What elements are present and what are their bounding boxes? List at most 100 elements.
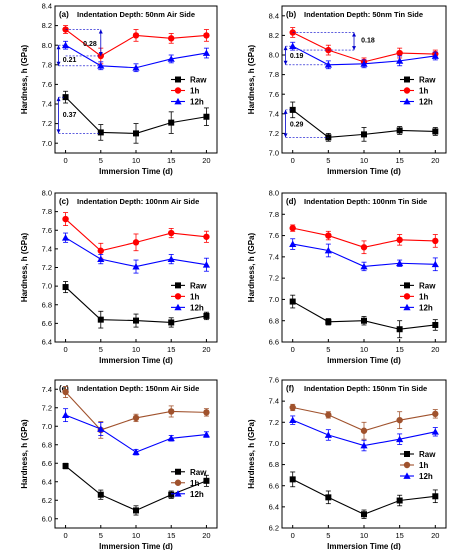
data-point xyxy=(432,128,439,135)
data-point xyxy=(361,317,367,324)
x-tick-label: 0 xyxy=(291,156,295,165)
data-point xyxy=(168,491,175,498)
data-point xyxy=(431,428,439,435)
x-tick-label: 10 xyxy=(132,531,140,540)
data-point xyxy=(289,224,296,232)
y-tick-label: 7.8 xyxy=(269,210,279,219)
data-point xyxy=(61,234,70,241)
y-tick-label: 7.0 xyxy=(42,139,52,148)
data-point xyxy=(203,477,210,484)
y-tick-label: 7.6 xyxy=(42,80,52,89)
x-axis-label: Immersion Time (d) xyxy=(99,356,173,365)
panel-title: Indentation Depth: 50nm Air Side xyxy=(77,10,195,19)
y-tick-label: 6.2 xyxy=(42,496,52,505)
annotation-arrow xyxy=(56,97,61,102)
legend: Raw 1h 12h xyxy=(171,468,207,499)
legend-entry: 12h xyxy=(419,303,433,312)
annotation-arrow xyxy=(98,51,103,56)
legend-marker xyxy=(174,87,182,94)
legend-entry: 1h xyxy=(190,479,199,488)
x-tick-label: 15 xyxy=(167,345,175,354)
annotation-label: 0.19 xyxy=(290,53,304,60)
x-tick-label: 10 xyxy=(360,345,368,354)
data-point xyxy=(432,321,439,328)
data-point xyxy=(62,463,69,470)
data-point xyxy=(202,49,211,56)
x-axis-label: Immersion Time (d) xyxy=(327,542,401,550)
y-tick-label: 6.2 xyxy=(269,524,279,533)
series-1h xyxy=(62,386,210,439)
panel-label: (f) xyxy=(286,384,294,393)
data-point xyxy=(97,247,104,254)
annotation-label: 0.37 xyxy=(63,112,77,119)
y-tick-label: 7.4 xyxy=(269,397,279,406)
legend-marker xyxy=(403,472,411,479)
data-point xyxy=(203,409,210,416)
y-tick-label: 6.0 xyxy=(42,514,52,523)
data-point xyxy=(133,507,139,514)
data-point xyxy=(289,42,297,50)
data-point xyxy=(62,215,69,223)
series-line xyxy=(292,478,436,515)
y-axis-label: Hardness, h (GPa) xyxy=(247,419,256,489)
y-tick-label: 7.8 xyxy=(269,70,279,79)
x-tick-label: 15 xyxy=(395,156,403,165)
annotation-arrow xyxy=(283,109,288,114)
y-tick-label: 6.4 xyxy=(42,338,52,347)
legend-entry: 12h xyxy=(419,98,433,107)
legend-entry: 1h xyxy=(190,87,199,96)
legend-marker xyxy=(175,76,181,83)
panel-title: Indentation Depth: 150nm Tin Side xyxy=(304,384,427,393)
data-point xyxy=(360,262,368,270)
data-point xyxy=(168,229,175,237)
data-point xyxy=(97,491,104,498)
panel-label: (a) xyxy=(59,10,69,19)
data-point xyxy=(97,62,105,69)
y-tick-label: 8.0 xyxy=(269,51,279,60)
y-tick-label: 8.4 xyxy=(42,2,52,11)
data-point xyxy=(167,55,175,62)
series-Raw xyxy=(62,462,210,516)
annotation: 0.19 xyxy=(283,45,329,66)
data-point xyxy=(324,431,332,438)
legend-entry: 12h xyxy=(190,98,204,107)
annotation-arrow xyxy=(283,46,288,51)
legend-entry: Raw xyxy=(190,281,207,290)
data-point xyxy=(289,404,296,411)
y-tick-label: 7.8 xyxy=(42,60,52,69)
panel-label: (d) xyxy=(286,197,297,206)
data-point xyxy=(168,35,175,42)
annotation-label: 0.18 xyxy=(361,37,375,44)
x-tick-label: 15 xyxy=(167,156,175,165)
data-point xyxy=(132,239,140,246)
annotation: 0.29 xyxy=(283,109,329,138)
data-point xyxy=(97,425,105,432)
legend: Raw 1h 12h xyxy=(400,450,436,481)
y-tick-label: 7.0 xyxy=(269,295,279,304)
series-1h xyxy=(62,212,210,259)
y-tick-label: 7.0 xyxy=(269,149,279,158)
data-point xyxy=(202,261,211,268)
annotation: 0.18 xyxy=(292,32,375,51)
x-tick-label: 0 xyxy=(291,531,295,540)
annotation-arrow xyxy=(352,32,357,37)
legend-entry: 1h xyxy=(419,87,428,96)
data-point xyxy=(133,130,139,137)
y-tick-label: 8.0 xyxy=(42,189,52,198)
y-tick-label: 8.0 xyxy=(269,189,279,198)
legend-marker xyxy=(403,87,411,94)
y-tick-label: 7.4 xyxy=(42,385,52,394)
y-tick-label: 7.2 xyxy=(269,274,279,283)
data-point xyxy=(167,255,175,262)
x-tick-label: 5 xyxy=(326,531,330,540)
y-tick-label: 6.4 xyxy=(42,477,52,486)
data-point xyxy=(168,119,175,126)
legend-entry: Raw xyxy=(190,468,207,477)
annotation-arrow xyxy=(56,61,61,66)
x-tick-label: 20 xyxy=(431,156,439,165)
data-point xyxy=(62,388,69,396)
data-point xyxy=(396,326,403,333)
x-axis-label: Immersion Time (d) xyxy=(99,167,173,176)
x-tick-label: 10 xyxy=(360,531,368,540)
